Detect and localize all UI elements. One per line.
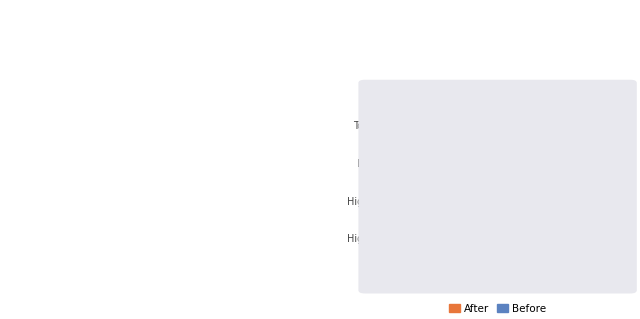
Bar bbox=[385, 239, 413, 247]
Title: Dirichlet Energy Change: Dirichlet Energy Change bbox=[417, 82, 578, 95]
Bar bbox=[385, 154, 495, 163]
Legend: After, Before: After, Before bbox=[445, 300, 550, 318]
Bar bbox=[385, 163, 469, 172]
Bar bbox=[385, 192, 424, 200]
Bar bbox=[385, 201, 420, 209]
Bar bbox=[385, 126, 543, 134]
Bar bbox=[385, 117, 566, 125]
Bar bbox=[385, 230, 416, 238]
